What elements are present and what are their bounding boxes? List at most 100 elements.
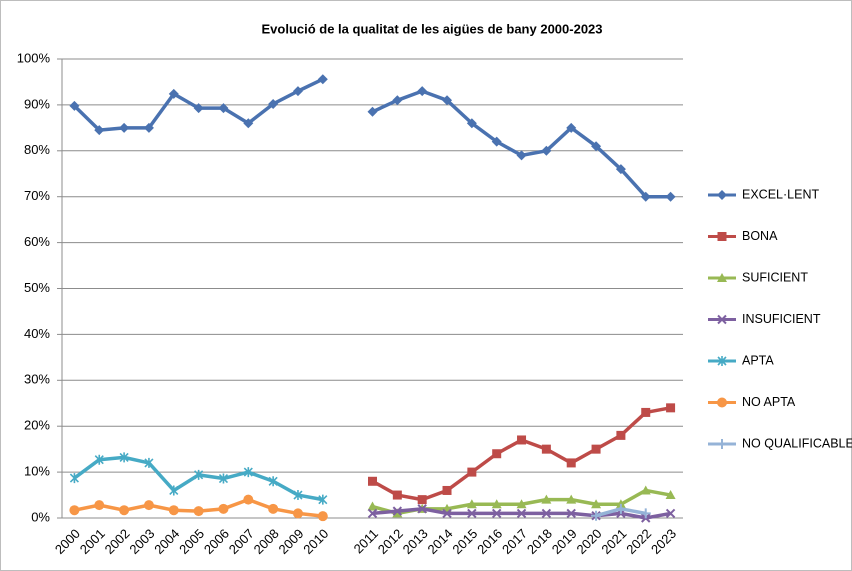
point xyxy=(317,511,328,522)
point xyxy=(243,467,253,478)
point xyxy=(665,508,676,519)
point xyxy=(591,141,602,152)
point xyxy=(317,74,328,85)
point xyxy=(640,508,651,519)
series xyxy=(368,403,676,505)
point xyxy=(665,490,676,500)
point xyxy=(417,86,428,97)
point xyxy=(717,232,727,241)
point xyxy=(541,145,552,156)
point xyxy=(566,458,576,468)
point xyxy=(615,499,626,509)
legend-label: EXCEL·LENT xyxy=(742,187,819,201)
point xyxy=(492,449,502,459)
legend-label: APTA xyxy=(742,353,774,367)
legend-label: NO QUALIFICABLE xyxy=(742,436,852,450)
point xyxy=(218,103,229,114)
point xyxy=(168,505,179,516)
legend-label: NO APTA xyxy=(742,395,796,409)
point xyxy=(218,503,229,514)
y-tick-label: 50% xyxy=(24,280,50,295)
y-tick-label: 80% xyxy=(24,142,50,157)
point xyxy=(218,473,229,484)
point xyxy=(467,467,477,477)
point xyxy=(591,510,602,521)
point xyxy=(268,476,278,487)
point xyxy=(717,314,727,325)
point xyxy=(367,501,378,511)
y-tick-label: 90% xyxy=(24,96,50,111)
point xyxy=(466,499,477,509)
point xyxy=(94,125,105,136)
point xyxy=(243,494,254,505)
point xyxy=(193,103,204,114)
point xyxy=(442,95,453,106)
point xyxy=(193,506,204,517)
point xyxy=(318,494,328,505)
point xyxy=(69,100,80,111)
point xyxy=(292,86,303,97)
point xyxy=(392,490,402,500)
legend-label: BONA xyxy=(742,229,778,243)
point xyxy=(69,473,79,484)
point xyxy=(144,457,154,468)
point xyxy=(665,191,676,202)
point xyxy=(517,435,527,445)
point xyxy=(392,508,403,518)
point xyxy=(640,485,651,495)
point xyxy=(417,495,427,505)
point xyxy=(717,190,727,200)
y-tick-label: 10% xyxy=(24,464,50,479)
point xyxy=(717,397,727,408)
y-tick-label: 0% xyxy=(31,509,50,524)
point xyxy=(541,494,552,504)
point xyxy=(615,503,626,514)
y-tick-label: 60% xyxy=(24,234,50,249)
series xyxy=(591,503,651,521)
point xyxy=(717,439,727,449)
point xyxy=(516,508,527,519)
point xyxy=(442,508,452,519)
point xyxy=(119,505,130,516)
point xyxy=(717,273,727,282)
point xyxy=(143,122,154,133)
point xyxy=(268,503,279,514)
point xyxy=(491,136,502,147)
legend-label: INSUFICIENT xyxy=(742,312,821,326)
point xyxy=(119,122,130,133)
y-tick-label: 30% xyxy=(24,372,50,387)
y-tick-label: 20% xyxy=(24,418,50,433)
point xyxy=(566,508,576,519)
point xyxy=(268,98,279,109)
point xyxy=(168,88,179,99)
point xyxy=(541,444,551,454)
series xyxy=(69,74,676,202)
point xyxy=(591,444,601,454)
chart-title: Evolució de la qualitat de les aigües de… xyxy=(261,21,602,36)
point xyxy=(466,118,477,129)
point xyxy=(292,508,303,519)
point xyxy=(243,118,254,129)
y-tick-label: 100% xyxy=(17,50,51,65)
point xyxy=(640,191,651,202)
point xyxy=(516,499,527,509)
point xyxy=(169,485,179,496)
point xyxy=(616,430,626,440)
point xyxy=(367,106,378,117)
point xyxy=(566,122,577,133)
point xyxy=(392,506,403,516)
point xyxy=(143,500,154,511)
point xyxy=(591,499,602,509)
legend-label: SUFICIENT xyxy=(742,270,808,284)
point xyxy=(417,504,427,514)
point xyxy=(541,508,552,519)
point xyxy=(666,403,676,413)
y-tick-label: 70% xyxy=(24,188,50,203)
point xyxy=(566,494,577,504)
series xyxy=(69,494,328,522)
point xyxy=(467,508,477,519)
point xyxy=(293,490,303,501)
point xyxy=(717,356,727,366)
